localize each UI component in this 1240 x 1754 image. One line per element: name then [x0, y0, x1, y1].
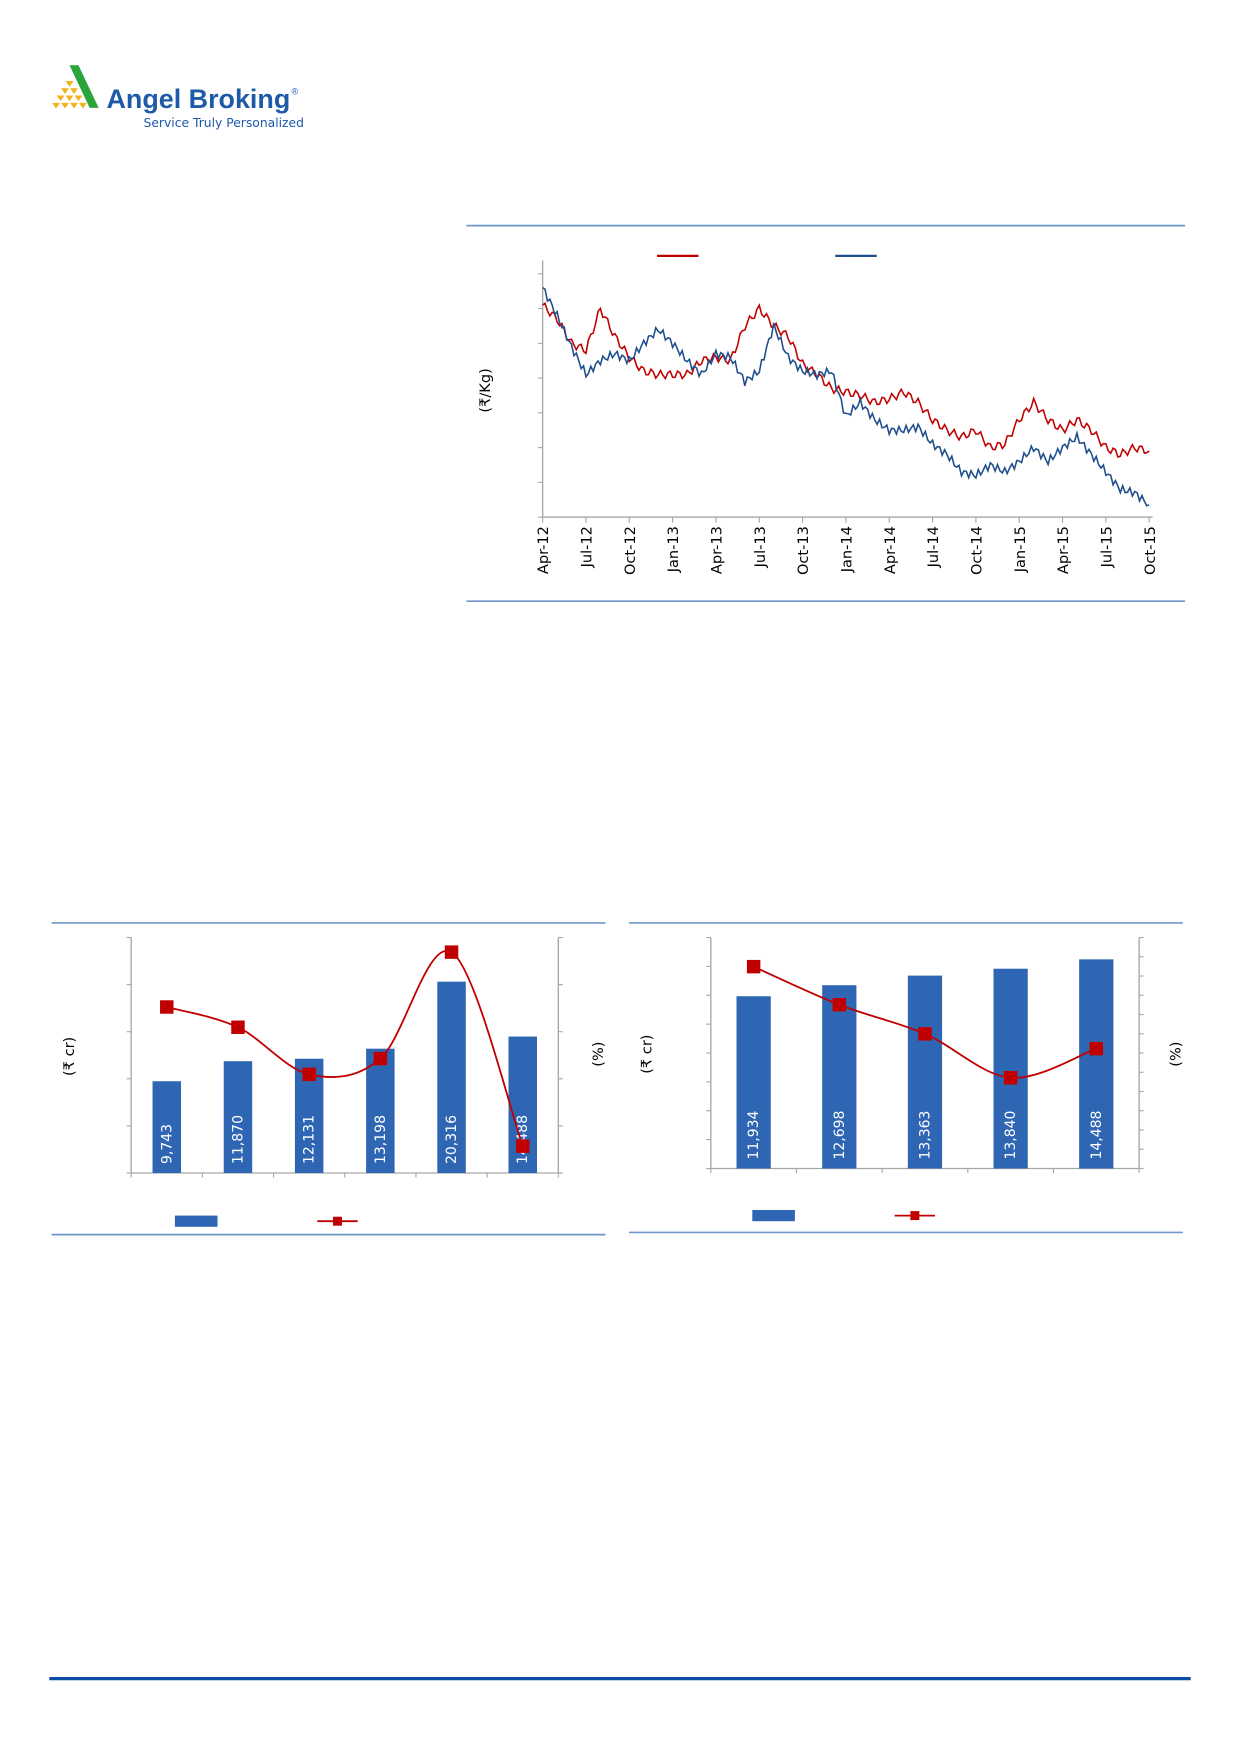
logo-dot — [52, 102, 60, 109]
chart3-y2-axis-label: (%) — [1168, 1042, 1185, 1067]
x-tick-label: Apr-12 — [535, 526, 552, 574]
x-tick-label: Jan-13 — [665, 526, 682, 573]
bar-data-label: 12,698 — [832, 1111, 848, 1160]
x-tick-label: Jul-15 — [1098, 526, 1115, 568]
angel-broking-logo: Angel Broking ® Service Truly Personaliz… — [52, 65, 304, 130]
bar-data-label: 9,743 — [159, 1124, 175, 1164]
x-tick-label: Jul-13 — [752, 526, 769, 568]
bar — [152, 1081, 182, 1173]
bar — [993, 968, 1028, 1169]
logo-dot — [65, 80, 74, 87]
x-tick-label: Apr-15 — [1055, 526, 1072, 574]
legend-bar-swatch — [174, 1215, 218, 1227]
x-tick-label: Jul-14 — [925, 526, 942, 568]
bar — [437, 981, 466, 1173]
logo-tagline: Service Truly Personalized — [144, 116, 304, 130]
line-marker — [373, 1051, 388, 1066]
legend-line-marker — [332, 1216, 342, 1226]
x-tick-label: Jan-14 — [839, 526, 856, 573]
bar-data-label: 11,870 — [230, 1115, 246, 1164]
bar — [1079, 959, 1114, 1169]
series-red-line — [542, 301, 1150, 458]
bar-data-label: 14,488 — [1089, 1111, 1105, 1160]
series-blue-line — [542, 287, 1150, 507]
bar — [736, 996, 771, 1169]
logo-dot — [70, 88, 78, 94]
x-tick-label: Jul-12 — [579, 526, 596, 568]
logo-dot — [79, 102, 87, 109]
logo-dot — [74, 95, 83, 102]
line-marker — [444, 945, 459, 959]
logo-dot — [65, 95, 74, 102]
logo-dots-icon — [52, 80, 87, 109]
bar — [366, 1048, 395, 1173]
line-marker — [516, 1139, 530, 1153]
chart1-y-axis-label: (₹/Kg) — [477, 368, 494, 412]
line-marker — [1003, 1071, 1018, 1085]
logo-dot — [56, 95, 65, 102]
price-line-chart: Apr-12 Jul-12 Oct-12 Jan-13 Apr-13 Jul-13 Oct-… — [535, 254, 1159, 575]
line-marker — [231, 1020, 245, 1034]
series-line — [166, 949, 524, 1147]
logo-triangle-icon — [69, 65, 99, 108]
x-tick-label: Jan-15 — [1012, 526, 1029, 573]
line-marker — [832, 998, 847, 1012]
x-tick-label: Apr-13 — [709, 526, 726, 574]
bar-data-label: 20,316 — [444, 1115, 460, 1164]
x-tick-label: Apr-14 — [882, 526, 899, 574]
bar-data-label: 13,363 — [917, 1111, 933, 1160]
legend-bar-swatch — [752, 1209, 795, 1222]
logo-dot — [70, 102, 78, 109]
bar-data-label: 12,131 — [302, 1115, 318, 1164]
logo-dot — [61, 88, 69, 94]
bar-data-label: 13,198 — [373, 1115, 389, 1164]
bar — [223, 1061, 253, 1173]
line-marker — [746, 959, 761, 974]
logo-registered: ® — [292, 86, 299, 96]
line-marker — [302, 1067, 316, 1082]
chart2-y2-axis-label: (%) — [590, 1042, 607, 1067]
bar-data-label: 11,934 — [746, 1110, 762, 1159]
chart3-y-axis-label: (₹ cr) — [638, 1035, 655, 1074]
logo-dot — [61, 102, 69, 109]
x-tick-label: Oct-12 — [622, 526, 639, 575]
x-tick-label: Oct-14 — [968, 526, 985, 575]
bar-data-label: 13,840 — [1003, 1111, 1019, 1160]
line-marker — [160, 1000, 174, 1014]
line-marker — [918, 1027, 932, 1041]
bar-line-chart-right: 11,934 12,698 13,363 13,840 14,488 — [706, 936, 1144, 1222]
x-tick-label: Oct-13 — [795, 526, 812, 575]
bar — [907, 975, 943, 1169]
legend-line-marker — [910, 1211, 920, 1221]
logo-name: Angel Broking — [107, 84, 291, 114]
x-tick-label: Oct-15 — [1142, 526, 1159, 575]
bar — [822, 985, 857, 1169]
chart2-y-axis-label: (₹ cr) — [61, 1037, 78, 1076]
line-marker — [1089, 1041, 1103, 1056]
